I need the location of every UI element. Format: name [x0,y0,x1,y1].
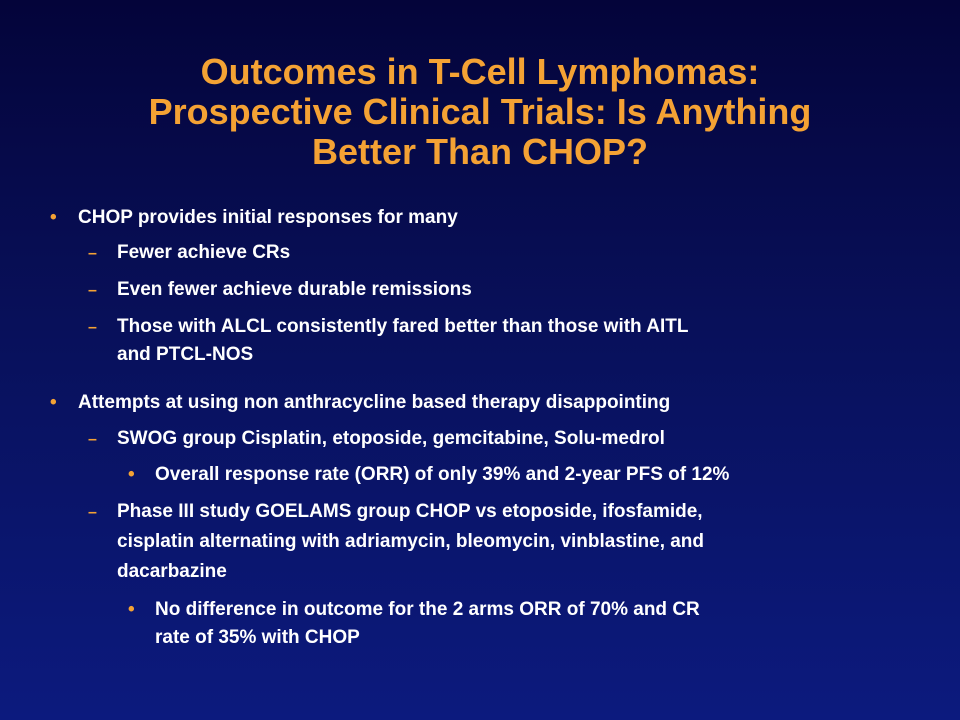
sub-sub-bullet-marker: • [128,599,135,620]
bullet-text: Attempts at using non anthracycline base… [78,392,671,413]
title-line: Better Than CHOP? [311,131,649,172]
sub-sub-bullet-text: No difference in outcome for the 2 arms … [155,599,700,620]
sub-bullet-text: and PTCL-NOS [117,344,254,365]
bullet-marker: • [50,207,57,228]
sub-bullet-text: dacarbazine [117,561,227,582]
sub-bullet-text: SWOG group Cisplatin, etoposide, gemcita… [117,428,665,449]
dash-marker: – [88,504,97,521]
dash-marker: – [88,245,97,262]
title-line: Prospective Clinical Trials: Is Anything [148,91,812,132]
sub-sub-bullet-text: rate of 35% with CHOP [155,627,360,648]
slide-title: Outcomes in T-Cell Lymphomas: Prospectiv… [40,52,920,172]
sub-bullet-text: Phase III study GOELAMS group CHOP vs et… [117,501,703,522]
sub-bullet-text: Fewer achieve CRs [117,242,291,263]
sub-sub-bullet-marker: • [128,464,135,485]
sub-bullet-text: cisplatin alternating with adriamycin, b… [117,531,705,552]
dash-marker: – [88,282,97,299]
title-line: Outcomes in T-Cell Lymphomas: [200,51,760,92]
sub-bullet-text: Those with ALCL consistently fared bette… [117,316,689,337]
bullet-text: CHOP provides initial responses for many [78,207,458,228]
bullet-marker: • [50,392,57,413]
sub-bullet-text: Even fewer achieve durable remissions [117,279,472,300]
sub-sub-bullet-text: Overall response rate (ORR) of only 39% … [155,464,730,485]
dash-marker: – [88,431,97,448]
dash-marker: – [88,319,97,336]
